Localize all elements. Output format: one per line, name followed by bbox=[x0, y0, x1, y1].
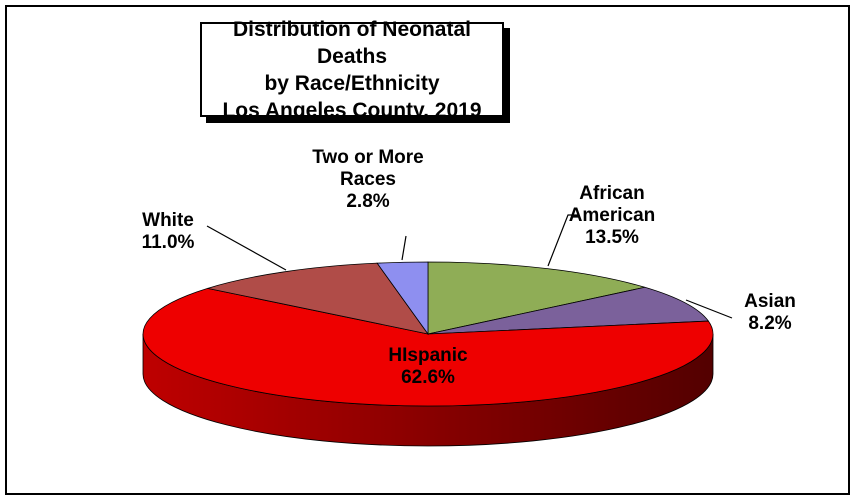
leader-line bbox=[547, 214, 578, 267]
data-label: African American 13.5% bbox=[557, 183, 667, 249]
data-label: White 11.0% bbox=[113, 210, 223, 254]
data-label: Two or More Races 2.8% bbox=[306, 147, 431, 213]
leader-line bbox=[685, 299, 733, 319]
slice-name: African American bbox=[568, 183, 656, 226]
data-label: HIspanic 62.6% bbox=[368, 345, 488, 389]
slice-value: 2.8% bbox=[346, 191, 390, 212]
title-box: Distribution of Neonatal Deaths by Race/… bbox=[200, 18, 504, 122]
slice-name: White bbox=[142, 210, 194, 231]
slice bbox=[376, 261, 429, 336]
slice-value: 11.0% bbox=[141, 232, 195, 253]
slice-value: 8.2% bbox=[748, 313, 792, 334]
slice-value: 13.5% bbox=[585, 227, 639, 248]
chart-title: by Race/Ethnicity bbox=[264, 71, 440, 95]
slice bbox=[427, 286, 710, 335]
chart-title: Los Angeles County, 2019 bbox=[222, 98, 482, 122]
slice-value: 62.6% bbox=[401, 367, 455, 388]
slice-name: Asian bbox=[744, 291, 796, 312]
leader-line bbox=[206, 225, 287, 271]
slice-name: HIspanic bbox=[388, 345, 468, 366]
slice-name: Two or More Races bbox=[312, 147, 424, 190]
leader-line bbox=[401, 235, 407, 261]
chart-frame bbox=[5, 5, 850, 495]
chart-title: Distribution of Neonatal Deaths bbox=[233, 17, 471, 68]
data-label: Asian 8.2% bbox=[720, 291, 820, 335]
slice bbox=[142, 287, 714, 407]
slice bbox=[427, 261, 645, 335]
slice bbox=[207, 262, 429, 335]
